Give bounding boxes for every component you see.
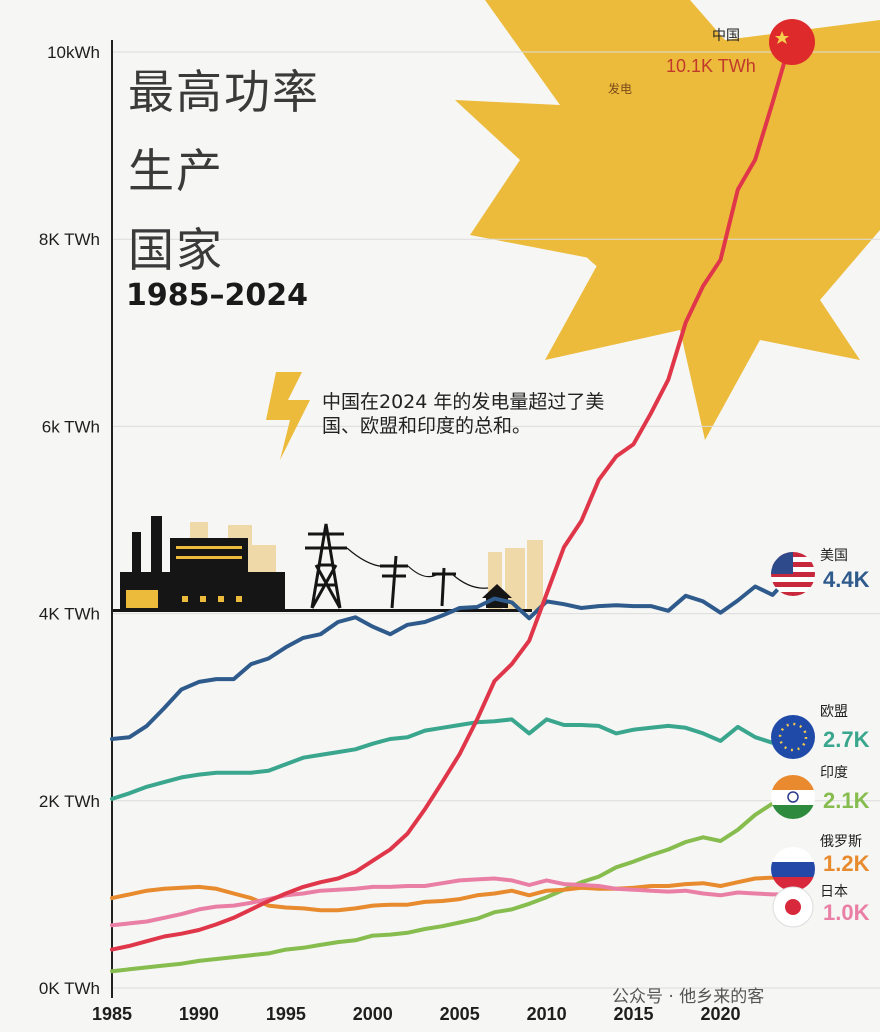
industry-illustration [112, 516, 543, 612]
series-name-usa: 美国 [820, 548, 848, 564]
series-line-eu [110, 717, 792, 801]
watermark-text: 公众号 · 他乡来的客 [612, 987, 765, 1007]
series-value-india: 2.1K [823, 788, 870, 813]
series-value-usa: 4.4K [823, 567, 870, 592]
series-line-india [110, 789, 792, 974]
series-name-eu: 欧盟 [820, 704, 848, 720]
y-axis-ticks: 0K TWh 2K TWh 4K TWh 6k TWh 8K TWh 10kWh [39, 43, 100, 998]
x-tick-label: 2005 [440, 1004, 480, 1024]
series-line-russia [110, 873, 792, 913]
series-line-japan [110, 876, 792, 928]
flag-japan-icon [772, 886, 814, 928]
series-value-eu: 2.7K [823, 727, 870, 752]
series-line-china [110, 40, 792, 952]
china-callout-sub: 发电 [608, 81, 632, 96]
x-tick-label: 1990 [179, 1004, 219, 1024]
china-callout-country: 中国 [712, 28, 740, 44]
x-tick-label: 2020 [700, 1004, 740, 1024]
x-tick-label: 2010 [527, 1004, 567, 1024]
title-line-2: 生产 [128, 144, 224, 198]
flag-eu-icon [771, 715, 815, 759]
series-name-russia: 俄罗斯 [820, 834, 862, 850]
sun-burst-decoration [455, 0, 880, 440]
series-name-india: 印度 [820, 765, 848, 781]
y-tick-label: 0K TWh [39, 979, 100, 998]
series-lines [110, 40, 792, 974]
series-value-russia: 1.2K [823, 851, 870, 876]
series-line-usa [110, 574, 792, 741]
x-tick-label: 1985 [92, 1004, 132, 1024]
y-tick-label: 2K TWh [39, 792, 100, 811]
gridlines [112, 51, 880, 989]
y-tick-label: 10kWh [47, 43, 100, 62]
title-line-1: 最高功率 [128, 65, 320, 119]
lightning-bolt-icon [266, 372, 310, 460]
x-axis-ticks: 1985 1990 1995 2000 2005 2010 2015 2020 [92, 1004, 741, 1024]
flag-india-icon [771, 775, 815, 819]
x-tick-label: 2015 [614, 1004, 654, 1024]
flag-russia-icon [771, 847, 815, 891]
series-name-japan: 日本 [820, 884, 848, 900]
y-tick-label: 6k TWh [42, 417, 100, 436]
y-tick-label: 4K TWh [39, 605, 100, 624]
series-value-japan: 1.0K [823, 900, 870, 925]
x-tick-label: 1995 [266, 1004, 306, 1024]
title-years: 1985–2024 [126, 278, 308, 313]
flag-china-icon [769, 19, 815, 65]
title-line-3: 国家 [128, 223, 224, 277]
flag-usa-icon [771, 552, 815, 596]
y-tick-label: 8K TWh [39, 230, 100, 249]
x-tick-label: 2000 [353, 1004, 393, 1024]
annotation-text: 中国在2024 年的发电量超过了美国、欧盟和印度的总和。 [322, 391, 605, 437]
china-callout-value: 10.1K TWh [666, 56, 756, 76]
